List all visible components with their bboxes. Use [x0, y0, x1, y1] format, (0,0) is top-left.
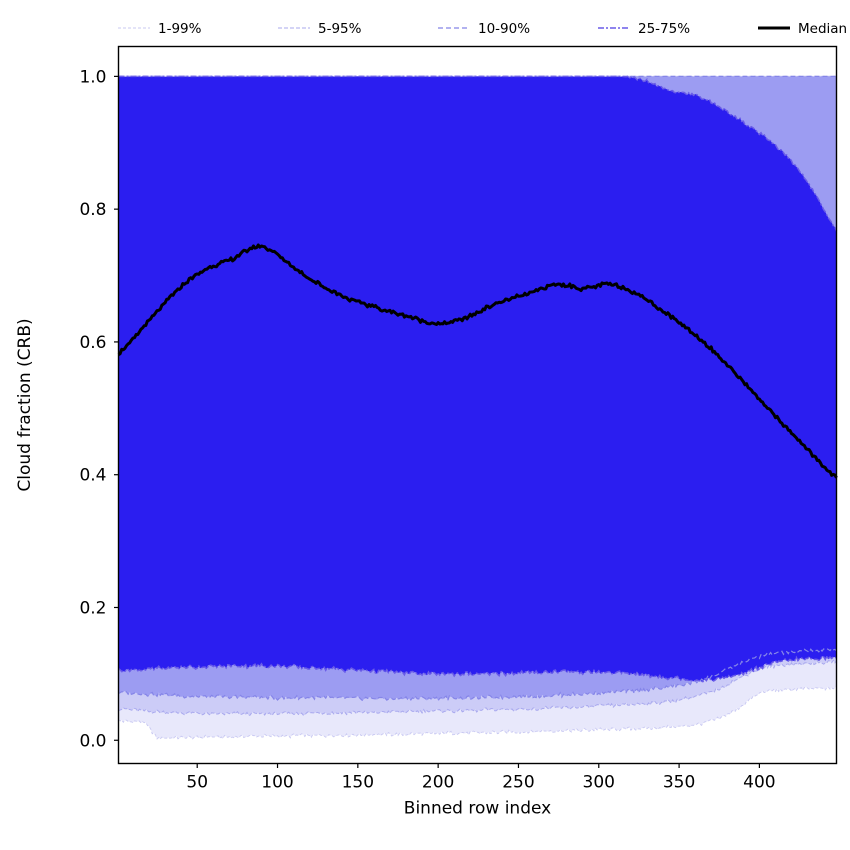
p25-edge-line — [118, 654, 837, 683]
bands-group — [118, 76, 837, 740]
y-tick-label: 0.4 — [79, 466, 106, 486]
legend-label: 5-95% — [318, 21, 362, 37]
axes-spines — [117, 45, 838, 765]
x-tick-label: 250 — [502, 773, 534, 793]
x-tick-label: 50 — [186, 773, 208, 793]
x-tick-label: 150 — [342, 773, 374, 793]
x-tick-label: 400 — [743, 773, 775, 793]
median-line — [117, 243, 838, 479]
p75-edge-line — [118, 75, 838, 232]
legend-label: 25-75% — [638, 21, 690, 37]
y-tick-label: 0.8 — [79, 200, 106, 220]
legend-item-595[interactable]: 5-95% — [278, 21, 362, 37]
x-tick-label: 100 — [261, 773, 293, 793]
legend-item-2575[interactable]: 25-75% — [598, 21, 690, 37]
legend-label: Median — [798, 21, 847, 37]
p5-edge-line — [118, 659, 837, 716]
y-tick-label: 1.0 — [79, 67, 106, 87]
x-axis-label: Binned row index — [404, 799, 551, 819]
y-axis-ticks: 0.0 0.2 0.4 0.6 0.8 1.0 — [79, 67, 119, 751]
band-edges-group — [118, 75, 838, 740]
legend-label: 1-99% — [158, 21, 202, 37]
band-25-75-area — [118, 76, 837, 682]
x-tick-label: 300 — [583, 773, 615, 793]
y-tick-label: 0.2 — [79, 598, 106, 618]
legend-item-median[interactable]: Median — [758, 21, 847, 37]
p10-edge-line — [118, 647, 837, 703]
y-tick-label: 0.6 — [79, 333, 106, 353]
chart-legend: 1-99% 5-95% 10-90% 25-75% Median — [118, 21, 847, 37]
y-axis-label: Cloud fraction (CRB) — [15, 318, 35, 491]
y-tick-label: 0.0 — [79, 731, 106, 751]
p1-edge-line — [118, 686, 837, 740]
x-tick-label: 200 — [422, 773, 454, 793]
legend-label: 10-90% — [478, 21, 530, 37]
legend-item-1090[interactable]: 10-90% — [438, 21, 530, 37]
legend-item-199[interactable]: 1-99% — [118, 21, 202, 37]
x-axis-ticks: 50 100 150 200 250 300 350 400 — [186, 763, 776, 793]
plot-border — [117, 45, 838, 765]
x-tick-label: 350 — [663, 773, 695, 793]
